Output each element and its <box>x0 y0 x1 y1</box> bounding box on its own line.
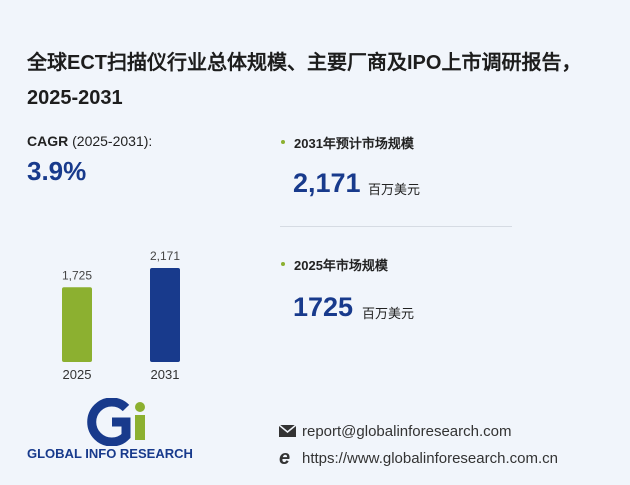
metric-value: 1725 <box>293 292 354 322</box>
category-label: 2031 <box>151 367 180 382</box>
metric-unit: 百万美元 <box>368 182 421 197</box>
logo-dot <box>135 402 145 412</box>
logo-text: GLOBAL INFO RESEARCH <box>27 446 193 461</box>
value-label: 2,171 <box>150 249 180 263</box>
cagr-label-row: CAGR (2025-2031): <box>27 133 152 149</box>
email: report@globalinforesearch.com <box>302 423 512 440</box>
bar <box>62 287 92 362</box>
mail-icon <box>278 424 297 437</box>
web-icon: e <box>279 447 291 469</box>
cagr-label: CAGR <box>27 133 69 149</box>
title: 全球ECT扫描仪行业总体规模、主要厂商及IPO上市调研报告，2025-2031 <box>27 52 582 109</box>
value-label: 1,725 <box>62 268 92 282</box>
cagr-value: 3.9% <box>27 156 87 186</box>
cagr-period: (2025-2031): <box>72 133 153 149</box>
logo-g <box>87 398 131 446</box>
bullet <box>281 262 285 266</box>
website: https://www.globalinforesearch.com.cn <box>302 450 558 467</box>
logo-mark <box>87 398 145 446</box>
metric-label: 2031年预计市场规模 <box>294 136 414 151</box>
metric-value: 2,171 <box>293 168 361 198</box>
logo-i <box>135 415 145 440</box>
metric-unit: 百万美元 <box>362 306 415 321</box>
category-label: 2025 <box>63 367 92 382</box>
metric-label: 2025年市场规模 <box>294 258 388 273</box>
bar-chart: 1,725 2025 2,171 2031 <box>62 249 180 382</box>
bullet <box>281 140 285 144</box>
bar <box>150 268 180 362</box>
divider <box>280 226 512 227</box>
